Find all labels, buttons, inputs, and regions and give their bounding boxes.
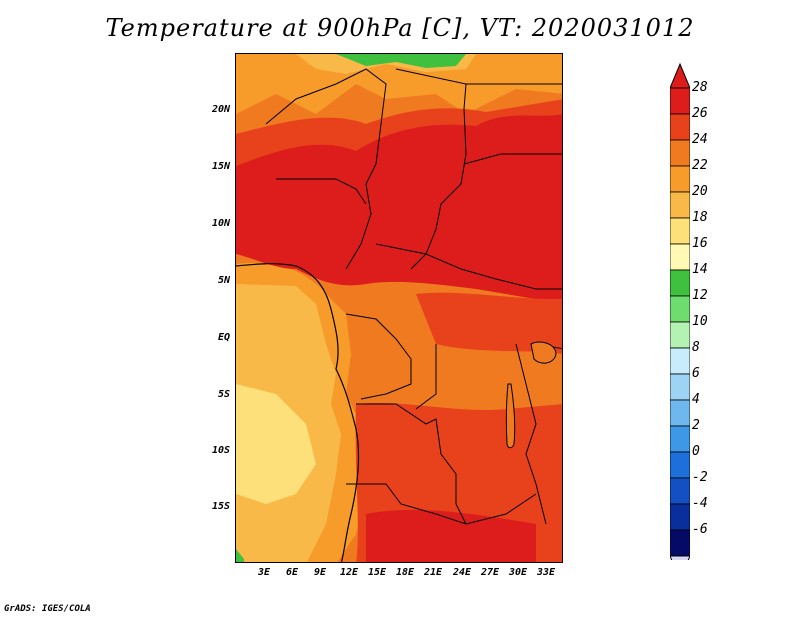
grads-credit: GrADS: IGES/COLA (4, 604, 91, 614)
lat-label-10S: 10S (211, 445, 230, 456)
colorbar-swatch-6 (670, 373, 690, 401)
lat-label-5N: 5N (217, 275, 230, 286)
lon-label-21E: 21E (423, 567, 443, 578)
field-26-sahel-edge (236, 99, 562, 166)
lon-label-30E: 30E (508, 567, 528, 578)
colorbar-swatch-28 (670, 87, 690, 115)
lon-label-18E: 18E (395, 567, 415, 578)
colorbar-swatch--2 (670, 477, 690, 505)
lon-label-33E: 33E (536, 567, 556, 578)
colorbar-swatch-12 (670, 295, 690, 323)
field-14-north (336, 54, 466, 68)
colorbar (670, 62, 690, 560)
colorbar-label-6: 6 (692, 366, 700, 381)
lon-label-24E: 24E (452, 567, 472, 578)
lat-label-5S: 5S (217, 389, 230, 400)
colorbar-under-triangle (670, 555, 690, 560)
colorbar-swatch-2 (670, 425, 690, 453)
colorbar-label-0: 0 (692, 444, 700, 459)
lake-victoria (530, 341, 557, 364)
colorbar-swatch-20 (670, 191, 690, 219)
coastline (236, 263, 360, 562)
country-borders (265, 68, 562, 525)
field-28-south (366, 509, 536, 562)
chart-title: Temperature at 900hPa [C], VT: 202003101… (105, 14, 695, 42)
lon-label-12E: 12E (339, 567, 359, 578)
colorbar-label-2: 2 (692, 418, 700, 433)
colorbar-label-24: 24 (692, 132, 708, 147)
lat-label-20N: 20N (211, 104, 230, 115)
colorbar-swatch--6 (670, 529, 690, 557)
lat-label-15N: 15N (211, 161, 230, 172)
lon-label-9E: 9E (313, 567, 327, 578)
colorbar-label-14: 14 (692, 262, 708, 277)
colorbar-swatch-10 (670, 321, 690, 349)
colorbar-label-26: 26 (692, 106, 708, 121)
colorbar-label-18: 18 (692, 210, 708, 225)
colorbar-swatch-16 (670, 243, 690, 271)
field-18-ocean (236, 384, 316, 504)
field-28-sahel (236, 109, 562, 304)
lon-label-27E: 27E (480, 567, 500, 578)
colorbar-swatch--4 (670, 503, 690, 531)
colorbar-label--6: -6 (692, 522, 708, 537)
colorbar-swatch-24 (670, 139, 690, 167)
lake-tanganyika (505, 383, 516, 449)
lon-label-15E: 15E (367, 567, 387, 578)
colorbar-label-4: 4 (692, 392, 700, 407)
colorbar-swatch-14 (670, 269, 690, 297)
colorbar-label-10: 10 (692, 314, 708, 329)
colorbar-label-20: 20 (692, 184, 708, 199)
colorbar-label-16: 16 (692, 236, 708, 251)
colorbar-swatch-8 (670, 347, 690, 375)
colorbar-label-22: 22 (692, 158, 708, 173)
lat-label-EQ: EQ (217, 332, 230, 343)
colorbar-label-28: 28 (692, 80, 708, 95)
colorbar-label-12: 12 (692, 288, 708, 303)
colorbar-label--4: -4 (692, 496, 708, 511)
lon-label-3E: 3E (257, 567, 271, 578)
colorbar-swatch-0 (670, 451, 690, 479)
colorbar-over-triangle (670, 62, 690, 89)
colorbar-swatch-26 (670, 113, 690, 141)
colorbar-label-8: 8 (692, 340, 700, 355)
lat-label-15S: 15S (211, 501, 230, 512)
lon-label-6E: 6E (285, 567, 299, 578)
field-14-corner (236, 549, 244, 562)
colorbar-swatch-4 (670, 399, 690, 427)
colorbar-swatch-22 (670, 165, 690, 193)
field-26-central (416, 292, 562, 354)
colorbar-swatch-18 (670, 217, 690, 245)
temperature-map (235, 53, 563, 563)
lat-label-10N: 10N (211, 218, 230, 229)
colorbar-label--2: -2 (692, 470, 708, 485)
